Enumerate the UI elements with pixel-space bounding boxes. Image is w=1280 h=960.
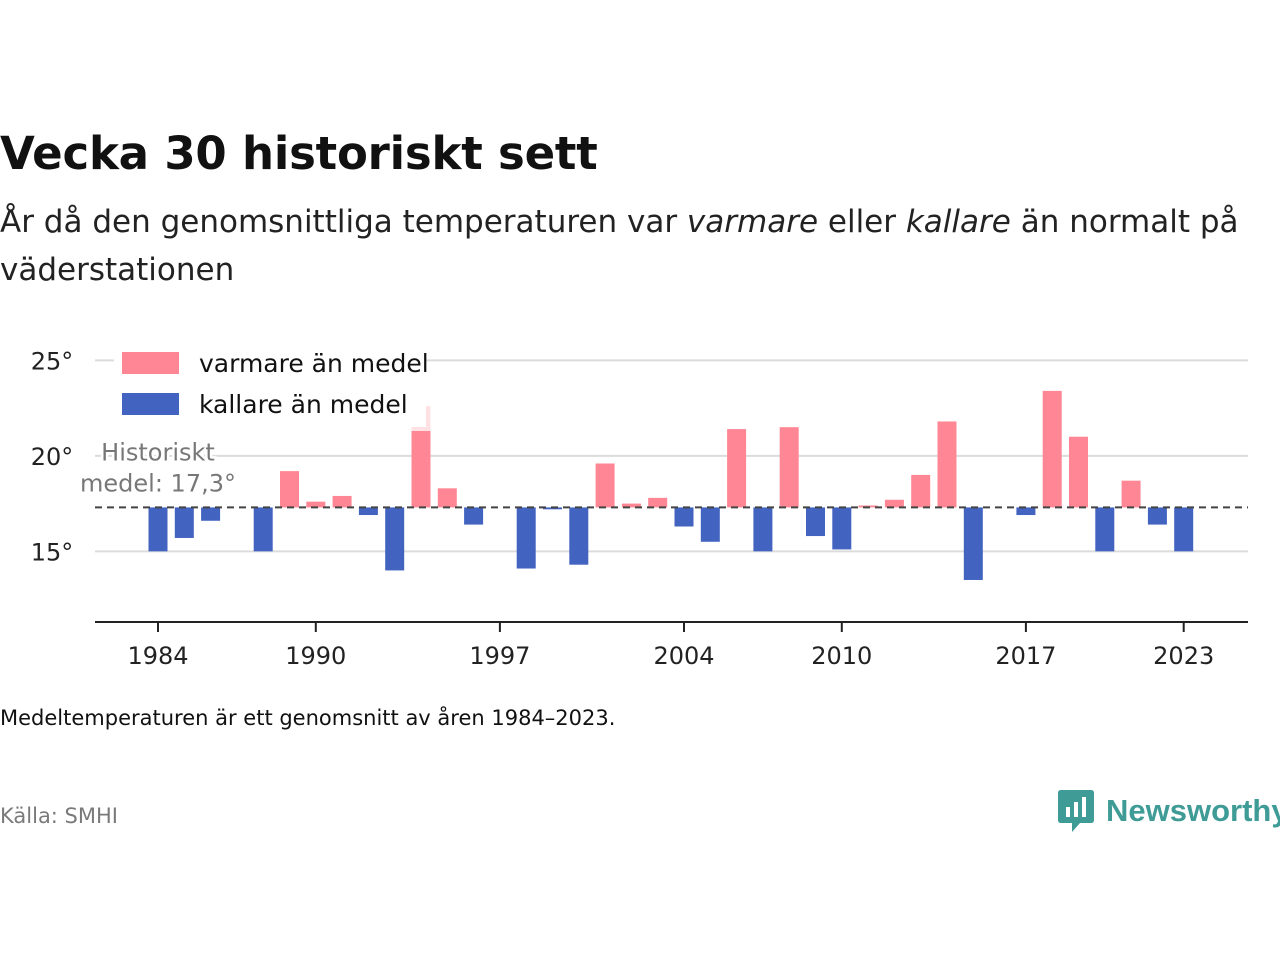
bar (779, 427, 799, 508)
subtitle-colder: kallare (905, 204, 1011, 240)
subtitle-text-2: eller (818, 204, 906, 240)
bar (201, 507, 221, 521)
x-tick-label: 2017 (995, 642, 1056, 670)
bar (1069, 436, 1088, 508)
bar (1016, 507, 1036, 516)
bar (753, 507, 773, 552)
bar (674, 507, 694, 527)
bar (911, 474, 931, 508)
x-tick-label: 1990 (285, 642, 346, 670)
legend-label: varmare än medel (199, 349, 429, 378)
bar (306, 501, 326, 508)
bar (727, 429, 747, 508)
footnote: Medeltemperaturen är ett genomsnitt av å… (0, 706, 616, 730)
bar (385, 507, 405, 571)
bar (1042, 390, 1062, 508)
x-tick-label: 1997 (469, 642, 530, 670)
legend-swatch (122, 352, 179, 374)
bar (1095, 507, 1115, 552)
bar (174, 507, 194, 538)
temperature-bar-chart: 15° 20° 25° Historiskt medel: 17,3° 1984 1990 1… (31, 347, 1248, 670)
chart-subtitle: År då den genomsnittliga temperaturen va… (0, 198, 1240, 294)
bar (648, 497, 668, 508)
chart-title: Vecka 30 historiskt sett (0, 127, 598, 180)
x-tick-label: 2023 (1153, 642, 1214, 670)
bar (280, 471, 299, 508)
x-tick-label: 2004 (653, 642, 714, 670)
x-tick-label: 2010 (811, 642, 872, 670)
bar (884, 499, 904, 508)
bar (437, 488, 457, 508)
y-tick-label: 15° (31, 538, 74, 566)
source-text: Källa: SMHI (0, 804, 118, 828)
bar (700, 507, 720, 542)
bar (1147, 507, 1167, 525)
bar (806, 507, 825, 537)
subtitle-text-1: År då den genomsnittliga temperaturen va… (0, 204, 687, 240)
bar (1121, 480, 1141, 508)
baseline-label-line2: medel: 17,3° (80, 469, 236, 497)
bar (963, 507, 983, 580)
legend-label: kallare än medel (199, 390, 408, 419)
bar (332, 495, 352, 508)
bar (516, 507, 536, 569)
y-tick-label: 25° (31, 347, 74, 375)
bar (832, 507, 852, 550)
bar (411, 431, 431, 508)
subtitle-text-3: än normalt på väderstationen (0, 204, 1239, 288)
legend-swatch (122, 393, 179, 415)
bar (464, 507, 484, 525)
bar (595, 463, 615, 508)
bar (253, 507, 273, 552)
bar (621, 503, 641, 508)
y-tick-label: 20° (31, 443, 74, 471)
bar (937, 421, 957, 508)
brand-name: Newsworthy (1106, 793, 1280, 828)
brand-logo: Newsworthy (1058, 790, 1280, 832)
bar (569, 507, 589, 565)
baseline-label-line1: Historiskt (101, 438, 215, 466)
newsworthy-logo-icon (1058, 790, 1094, 832)
x-tick-label: 1984 (127, 642, 188, 670)
bar (148, 507, 168, 552)
bar (358, 507, 378, 516)
bar (1174, 507, 1194, 552)
subtitle-warmer: varmare (686, 204, 819, 240)
